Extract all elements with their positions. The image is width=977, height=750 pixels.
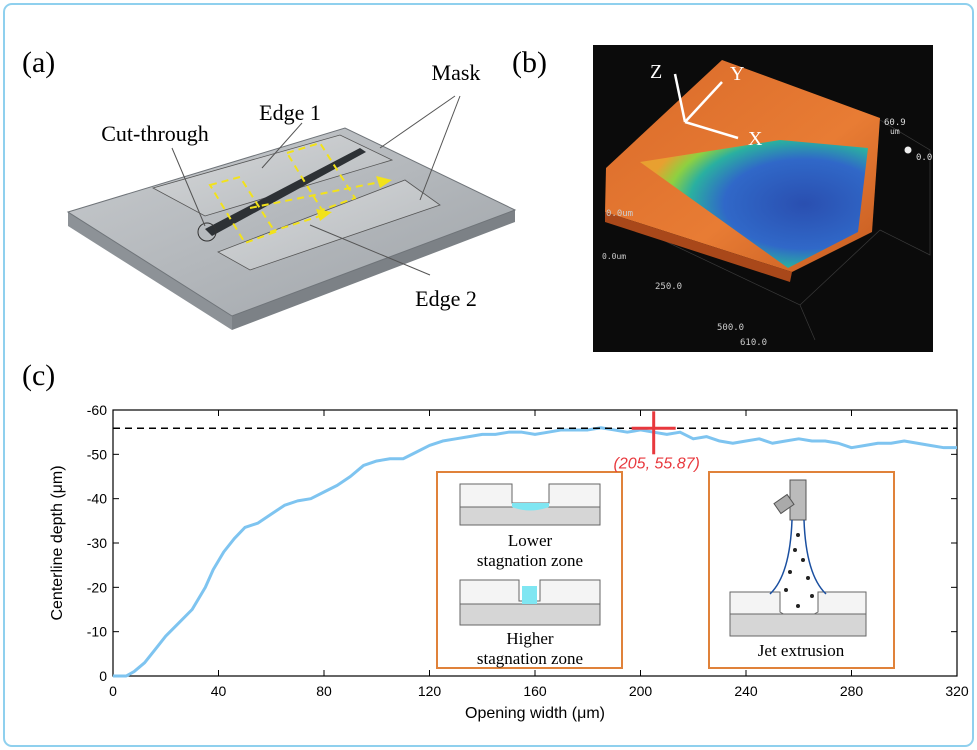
x-tick-label: 120	[418, 683, 442, 699]
axis-name: Z	[650, 61, 662, 83]
y-tick-label: -10	[87, 624, 107, 640]
particle	[796, 604, 800, 608]
inset-label: stagnation zone	[477, 551, 583, 570]
y-tick-label: -50	[87, 446, 107, 462]
x-tick-label: 280	[840, 683, 864, 699]
inset-stagnation: Lower stagnation zone Higher stagnation …	[437, 472, 622, 668]
inset-label: Jet extrusion	[758, 641, 845, 660]
particle	[788, 570, 792, 574]
particle	[796, 533, 800, 537]
x-tick-label: 320	[945, 683, 969, 699]
inset-fluid	[522, 586, 537, 604]
axis-value: 0.0um	[606, 209, 633, 219]
label: Edge 1	[259, 100, 321, 125]
panel-b: Z Y X 60.9 um 0.0 0.0um 0.0um 250.0 500.…	[593, 45, 933, 352]
x-axis-title: Opening width (μm)	[465, 705, 605, 722]
x-tick-label: 160	[523, 683, 547, 699]
x-tick-label: 200	[629, 683, 653, 699]
inset-label: stagnation zone	[477, 649, 583, 668]
x-tick-label: 240	[734, 683, 758, 699]
peak-annotation: (205, 55.87)	[614, 455, 700, 472]
inset-jet: Jet extrusion	[709, 472, 894, 668]
x-tick-label: 80	[316, 683, 332, 699]
y-axis-title: Centerline depth (μm)	[49, 465, 66, 620]
inset-label: Higher	[506, 629, 554, 648]
axis-value: 250.0	[655, 282, 682, 292]
inset-label: Lower	[508, 531, 553, 550]
axis-value: 500.0	[717, 323, 744, 333]
axis-name: X	[748, 128, 763, 150]
label: Cut-through	[101, 121, 209, 146]
inset-shape	[460, 604, 600, 625]
figure: (a) (b) (c) Edge 1 Mask Cut-through Edge…	[0, 0, 977, 750]
nozzle	[790, 480, 806, 520]
y-tick-label: -30	[87, 535, 107, 551]
y-tick-label: -40	[87, 491, 107, 507]
scale-label: um	[890, 127, 900, 136]
panel-label: (a)	[22, 46, 55, 79]
panel-label: (b)	[512, 46, 547, 79]
label: Mask	[432, 60, 481, 85]
label: Edge 2	[415, 286, 477, 311]
particle	[810, 594, 814, 598]
particle	[801, 558, 805, 562]
y-tick-label: -20	[87, 579, 107, 595]
panel-label: (c)	[22, 359, 55, 392]
particle	[784, 588, 788, 592]
scale-dot	[905, 147, 912, 154]
inset-shape	[730, 614, 866, 636]
x-tick-label: 40	[211, 683, 227, 699]
x-tick-label: 0	[109, 683, 117, 699]
particle	[806, 576, 810, 580]
scale-label: 0.0	[916, 153, 932, 163]
particle	[793, 548, 797, 552]
y-tick-label: -60	[87, 402, 107, 418]
axis-value: 0.0um	[602, 252, 626, 261]
axis-name: Y	[730, 63, 744, 85]
y-tick-label: 0	[99, 668, 107, 684]
axis-value: 610.0	[740, 338, 767, 348]
